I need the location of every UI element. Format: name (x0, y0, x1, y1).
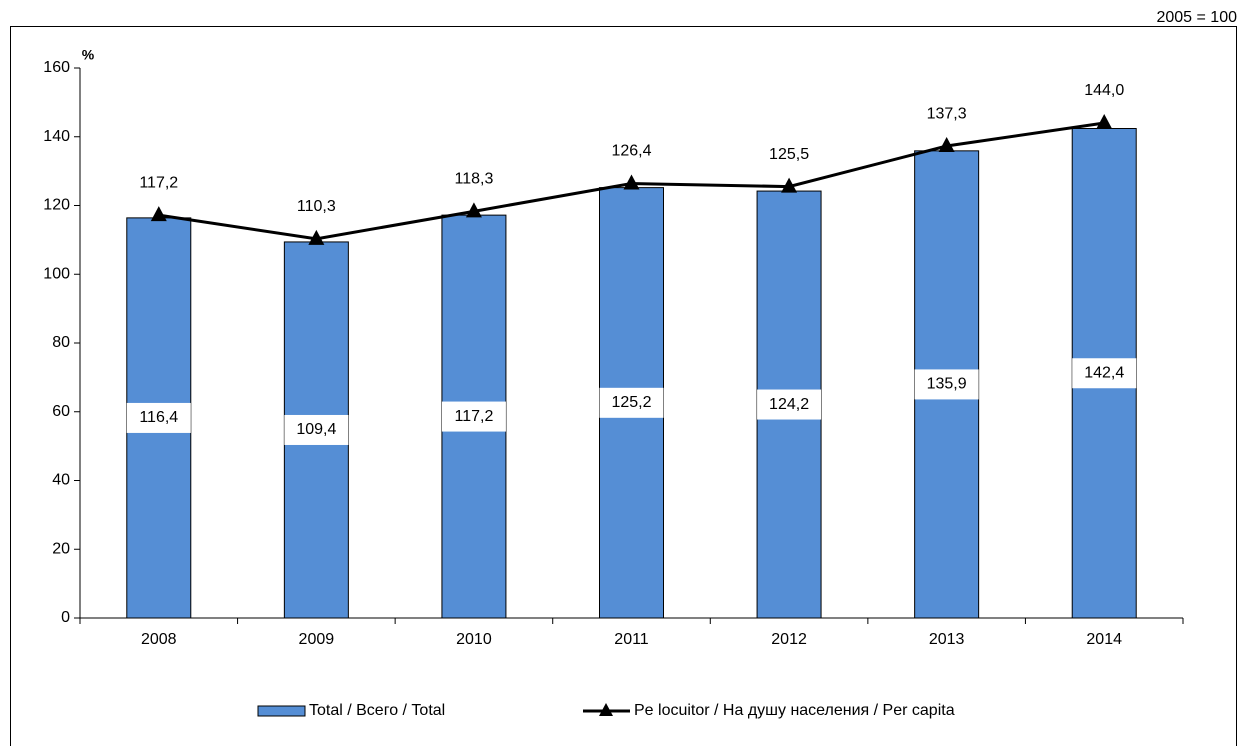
data-label-box (126, 402, 191, 433)
marker (1096, 114, 1113, 129)
data-label: 117,2 (139, 174, 178, 191)
data-label: 125,5 (769, 146, 809, 163)
data-label-box (441, 401, 506, 432)
y-tick-label: 120 (43, 197, 70, 214)
data-label-box (757, 389, 822, 420)
marker (308, 229, 325, 245)
y-tick-label: 80 (52, 334, 70, 351)
x-tick-label: 2011 (614, 631, 649, 648)
marker (938, 137, 955, 153)
x-tick-label: 2014 (1086, 631, 1122, 648)
marker (150, 206, 167, 222)
data-label: 126,4 (611, 143, 651, 160)
x-tick-label: 2010 (456, 631, 492, 648)
legend-swatch (257, 705, 306, 717)
data-label: 144,0 (1084, 82, 1124, 99)
y-tick-label: 20 (52, 540, 70, 557)
note: 2005 = 100 (1156, 9, 1237, 26)
data-label: 124,2 (769, 396, 809, 413)
y-tick-label: 140 (43, 128, 70, 145)
y-tick-label: 0 (61, 609, 70, 626)
x-tick-label: 2008 (141, 631, 177, 648)
y-unit: % (82, 47, 95, 63)
data-label-box (284, 414, 349, 445)
data-label: 142,4 (1084, 364, 1124, 381)
data-label: 137,3 (927, 105, 967, 122)
data-label: 117,2 (454, 408, 493, 425)
marker (465, 202, 482, 218)
x-tick-label: 2009 (299, 631, 335, 648)
x-tick-label: 2012 (771, 631, 807, 648)
data-label: 135,9 (927, 376, 967, 393)
data-label: 109,4 (296, 421, 336, 438)
legend-marker (599, 703, 613, 716)
data-label: 116,4 (139, 409, 178, 426)
y-tick-label: 100 (43, 265, 70, 282)
chart-frame (10, 26, 1237, 746)
data-label-box (914, 369, 979, 400)
data-label-box (599, 387, 664, 418)
y-tick-label: 40 (52, 472, 70, 489)
x-tick-label: 2013 (929, 631, 965, 648)
data-label-box (1072, 358, 1137, 389)
marker (623, 174, 640, 190)
marker (781, 177, 798, 193)
y-tick-label: 60 (52, 403, 70, 420)
data-label: 110,3 (297, 198, 336, 215)
y-tick-label: 160 (43, 59, 70, 76)
data-label: 125,2 (611, 394, 651, 411)
data-label: 118,3 (454, 171, 493, 188)
legend-label: Total / Всего / Total (309, 702, 445, 719)
legend-label: Pe locuitor / На душу населения / Per ca… (634, 702, 955, 719)
